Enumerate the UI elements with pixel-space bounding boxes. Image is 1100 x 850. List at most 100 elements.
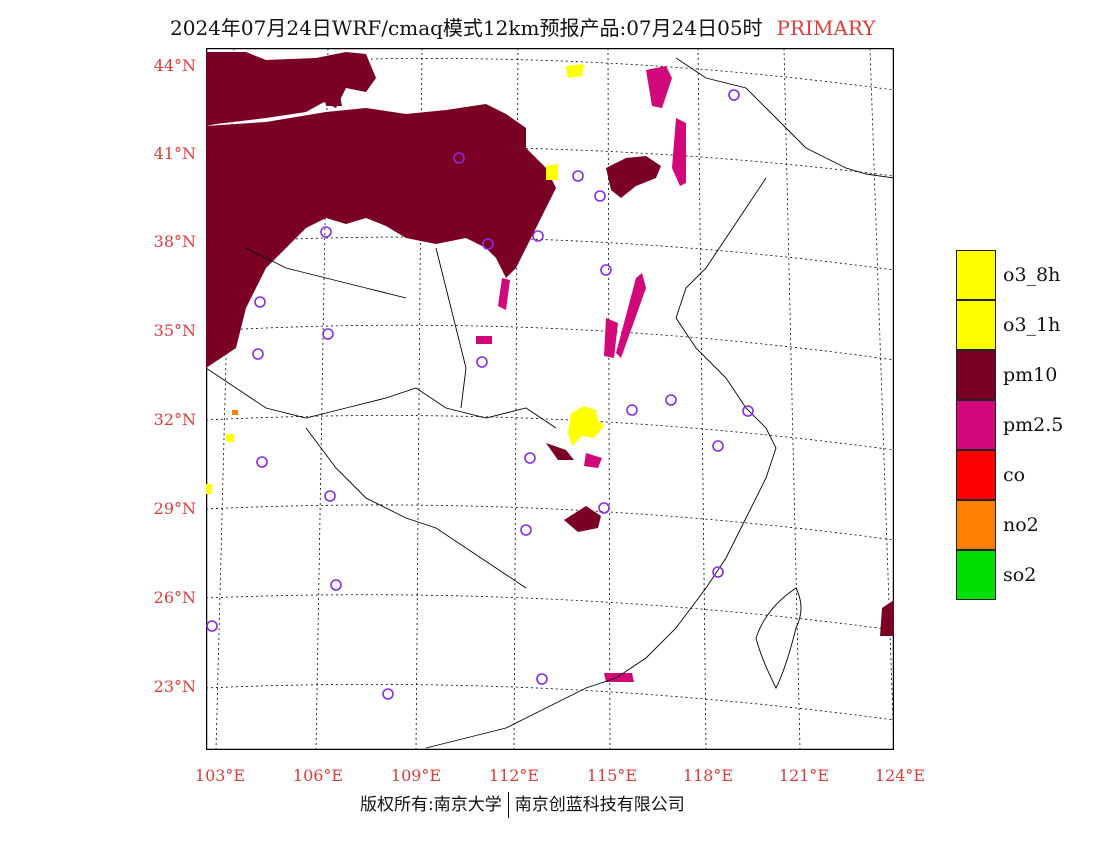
lon-line-121 [783, 48, 801, 750]
legend-swatch-so2 [956, 550, 996, 600]
legend-swatch-o3-8h [956, 250, 996, 300]
legend-label: so2 [1003, 564, 1037, 586]
station-marker [712, 566, 724, 578]
station-marker [600, 264, 612, 276]
lon-line-124 [869, 48, 894, 750]
lat-label: 41°N [153, 144, 196, 163]
stations [206, 89, 754, 700]
lat-line-38 [206, 236, 894, 271]
coastline [425, 177, 777, 749]
pm10-taiwan-east [880, 600, 894, 636]
border-vertical [435, 247, 467, 409]
station-marker [520, 524, 532, 536]
pm25-hubei [584, 453, 602, 468]
lat-label: 35°N [153, 321, 196, 340]
map-title: 2024年07月24日WRF/cmaq模式12km预报产品:07月24日05时 P… [170, 12, 876, 41]
pm25-regions [476, 66, 686, 682]
o3-small-1 [226, 434, 234, 442]
legend-label: o3_1h [1003, 314, 1061, 336]
lat-label: 44°N [153, 56, 196, 75]
legend-swatch-pm10 [956, 350, 996, 400]
station-marker [482, 238, 494, 250]
station-marker [572, 170, 584, 182]
station-marker [728, 89, 740, 101]
lat-label: 38°N [153, 232, 196, 251]
legend-label: pm10 [1003, 364, 1058, 386]
lon-label: 121°E [778, 766, 830, 785]
pm10-hunan [564, 506, 601, 532]
o3-regions [206, 64, 604, 494]
station-marker [324, 490, 336, 502]
station-marker [598, 502, 610, 514]
credit-separator [507, 792, 509, 818]
border-northwest [245, 247, 407, 299]
pm25-shanxi [498, 278, 510, 310]
legend-swatch-co [956, 450, 996, 500]
station-marker [252, 348, 264, 360]
station-marker [532, 230, 544, 242]
lon-label: 103°E [194, 766, 246, 785]
station-marker [382, 688, 394, 700]
taiwan [755, 587, 802, 690]
pm25-shandong [616, 273, 646, 358]
pm10-hubei [546, 443, 574, 460]
lat-line-23 [206, 683, 894, 721]
legend-label: pm2.5 [1003, 414, 1064, 436]
lat-line-35 [206, 324, 894, 361]
legend-swatch-pm25 [956, 400, 996, 450]
pm10-north-china [606, 156, 661, 198]
border-mid [206, 367, 557, 429]
lat-label: 29°N [153, 499, 196, 518]
pm25-small [476, 336, 492, 344]
station-marker [524, 452, 536, 464]
credit-line: 版权所有:南京大学 南京创蓝科技有限公司 [360, 790, 685, 818]
legend-label: no2 [1003, 514, 1039, 536]
title-tag: PRIMARY [776, 16, 876, 40]
no2-speck [232, 410, 238, 415]
border-south [305, 427, 527, 589]
lon-label: 112°E [488, 766, 540, 785]
lon-label: 124°E [874, 766, 926, 785]
lon-line-118 [697, 48, 707, 750]
station-marker [665, 394, 677, 406]
lat-line-29 [206, 504, 894, 541]
lon-label: 109°E [390, 766, 442, 785]
pm10-small-1 [324, 86, 342, 106]
pm25-northeast [672, 118, 686, 186]
lon-label: 118°E [682, 766, 734, 785]
pm10-north-strip [206, 52, 376, 126]
station-marker [742, 405, 754, 417]
station-marker [322, 328, 334, 340]
map-panel [206, 48, 894, 750]
pm25-anhui-north [604, 318, 618, 358]
credit-left: 版权所有:南京大学 [360, 795, 502, 815]
o3-beijing [546, 164, 558, 180]
station-marker [476, 356, 488, 368]
lat-label: 23°N [153, 677, 196, 696]
lon-label: 115°E [586, 766, 638, 785]
station-marker [206, 620, 218, 632]
o3-small-2 [206, 484, 212, 494]
legend-swatch-no2 [956, 500, 996, 550]
lat-label: 32°N [153, 410, 196, 429]
lon-label: 106°E [292, 766, 344, 785]
lat-label: 26°N [153, 588, 196, 607]
station-marker [254, 296, 266, 308]
legend-swatch-o3-1h [956, 300, 996, 350]
station-marker [626, 404, 638, 416]
station-marker [453, 152, 465, 164]
station-marker [594, 190, 606, 202]
credit-right: 南京创蓝科技有限公司 [514, 795, 685, 815]
legend-label: o3_8h [1003, 264, 1061, 286]
station-marker [536, 673, 548, 685]
station-marker [330, 579, 342, 591]
o3-north [566, 64, 584, 78]
pm25-liaoning [646, 66, 672, 108]
legend-label: co [1003, 464, 1026, 486]
boundaries [206, 57, 894, 749]
o3-hubei [568, 406, 604, 446]
lat-line-26 [206, 594, 894, 631]
lat-line-32 [206, 415, 894, 451]
border-northeast [675, 57, 894, 179]
station-marker [256, 456, 268, 468]
